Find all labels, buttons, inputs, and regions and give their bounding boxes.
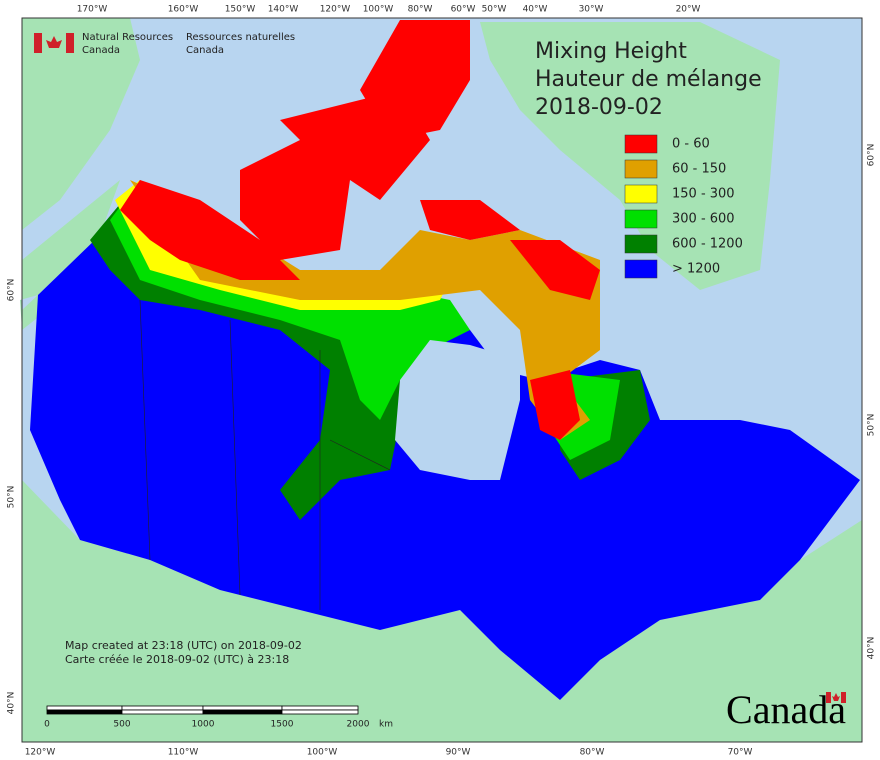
scale-label: 2000 bbox=[347, 720, 370, 730]
flag-bar-right bbox=[66, 33, 74, 53]
map-title: Mixing Height bbox=[535, 39, 687, 64]
latitude-label: 50°N bbox=[7, 486, 17, 509]
legend-swatch bbox=[624, 134, 658, 154]
scale-label: 500 bbox=[113, 720, 130, 730]
scale-unit: km bbox=[379, 720, 393, 730]
legend-label: > 1200 bbox=[672, 262, 720, 277]
map-frame bbox=[21, 17, 863, 743]
legend-swatch bbox=[624, 159, 658, 179]
longitude-label: 100°W bbox=[307, 748, 338, 758]
longitude-label: 140°W bbox=[268, 5, 299, 15]
usa bbox=[22, 480, 862, 742]
province-borders bbox=[139, 299, 391, 610]
graticule-labels: 170°W 160°W 150°W 140°W 120°W 100°W 80°W 60°W 50… bbox=[7, 5, 877, 758]
scale-label: 1500 bbox=[271, 720, 294, 730]
map-date: 2018-09-02 bbox=[535, 95, 663, 120]
longitude-label: 70°W bbox=[728, 748, 753, 758]
legend-swatch bbox=[624, 259, 658, 279]
scale-segment bbox=[281, 705, 359, 711]
longitude-label: 110°W bbox=[168, 748, 199, 758]
longitude-label: 100°W bbox=[363, 5, 394, 15]
scale-segment bbox=[121, 705, 204, 711]
legend: 0 - 60 60 - 150 150 - 300 300 - 600 600 - 12… bbox=[624, 134, 743, 279]
flag-bar-left bbox=[34, 33, 42, 53]
agency-en: Natural Resources bbox=[82, 32, 173, 43]
longitude-label: 160°W bbox=[168, 5, 199, 15]
longitude-label: 120°W bbox=[320, 5, 351, 15]
flag-bar bbox=[826, 692, 831, 703]
scale-segment bbox=[46, 705, 123, 711]
latitude-label: 50°N bbox=[867, 414, 877, 437]
legend-label: 600 - 1200 bbox=[672, 237, 743, 252]
legend-label: 60 - 150 bbox=[672, 162, 726, 177]
greenland bbox=[480, 22, 780, 290]
scale-bar: 0 500 1000 1500 2000 km bbox=[44, 705, 393, 730]
longitude-label: 30°W bbox=[579, 5, 604, 15]
longitude-label: 50°W bbox=[482, 5, 507, 15]
scale-label: 0 bbox=[44, 720, 50, 730]
legend-swatch bbox=[624, 184, 658, 204]
legend-swatch bbox=[624, 234, 658, 254]
longitude-label: 40°W bbox=[523, 5, 548, 15]
flag-leaf bbox=[832, 693, 840, 701]
credit: Carte créée le 2018-09-02 (UTC) à 23:18 bbox=[65, 653, 289, 666]
alaska bbox=[20, 180, 120, 330]
latitude-label: 60°N bbox=[7, 279, 17, 302]
russia-land bbox=[22, 18, 140, 230]
legend-label: 0 - 60 bbox=[672, 137, 710, 152]
longitude-label: 80°W bbox=[408, 5, 433, 15]
scale-segment bbox=[202, 705, 283, 711]
longitude-label: 60°W bbox=[451, 5, 476, 15]
scale-segment bbox=[46, 709, 123, 715]
scale-segment bbox=[121, 709, 204, 715]
flag-bar bbox=[841, 692, 846, 703]
scale-segment bbox=[202, 709, 283, 715]
latitude-label: 60°N bbox=[867, 144, 877, 167]
wordmark-flag bbox=[826, 692, 846, 703]
longitude-label: 80°W bbox=[580, 748, 605, 758]
latitude-label: 40°N bbox=[7, 692, 17, 715]
legend-swatch bbox=[624, 209, 658, 229]
longitude-label: 120°W bbox=[25, 748, 56, 758]
latitude-label: 40°N bbox=[867, 637, 877, 660]
canada-wordmark: Canada bbox=[726, 687, 846, 732]
legend-label: 300 - 600 bbox=[672, 212, 735, 227]
agency-fr: Canada bbox=[186, 45, 224, 56]
legend-label: 150 - 300 bbox=[672, 187, 735, 202]
flag-leaf bbox=[46, 36, 62, 48]
longitude-label: 150°W bbox=[225, 5, 256, 15]
scale-segment bbox=[281, 709, 359, 715]
longitude-label: 170°W bbox=[77, 5, 108, 15]
agency-en: Canada bbox=[82, 45, 120, 56]
agency-fr: Ressources naturelles bbox=[186, 32, 295, 43]
hudson-bay bbox=[395, 340, 520, 480]
agency-block: Natural Resources Canada Ressources natu… bbox=[34, 32, 295, 56]
credit: Map created at 23:18 (UTC) on 2018-09-02 bbox=[65, 639, 302, 652]
region-0-60 bbox=[120, 20, 600, 440]
longitude-label: 20°W bbox=[676, 5, 701, 15]
longitude-label: 90°W bbox=[446, 748, 471, 758]
scale-label: 1000 bbox=[192, 720, 215, 730]
map-title: Hauteur de mélange bbox=[535, 67, 762, 92]
